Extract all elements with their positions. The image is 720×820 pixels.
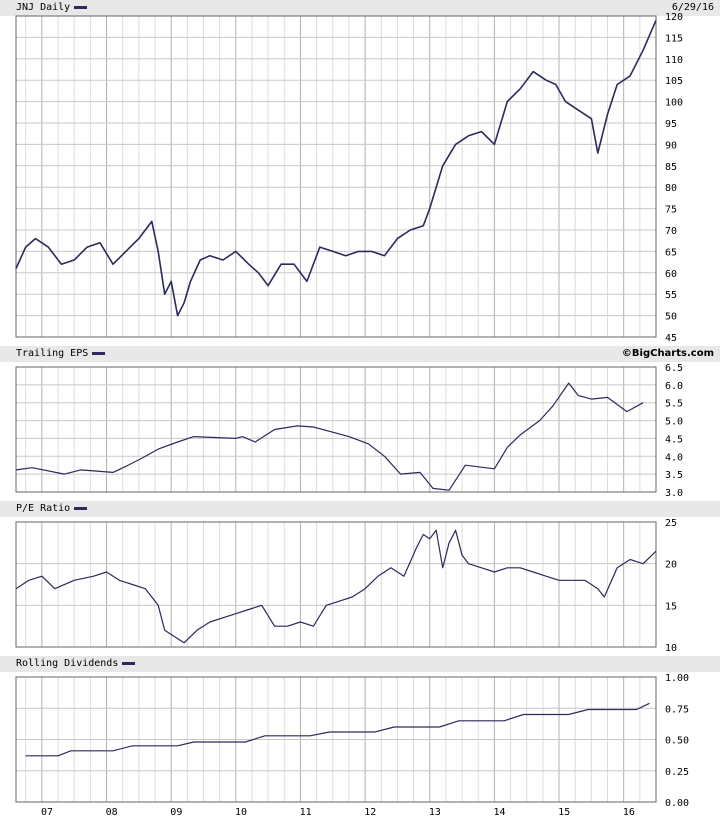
- pe-series-line: [15, 529, 657, 644]
- x-tick-label: 11: [300, 807, 312, 818]
- div-panel-header: Rolling Dividends: [0, 656, 720, 672]
- price-y-tick-label: 90: [665, 140, 677, 151]
- eps-y-tick-label: 6.0: [665, 381, 683, 392]
- eps-y-tick-label: 3.0: [665, 488, 683, 499]
- pe-panel-header: P/E Ratio: [0, 501, 720, 517]
- eps-panel-title: Trailing EPS: [16, 348, 106, 360]
- eps-y-tick-label: 5.5: [665, 399, 683, 410]
- price-panel-title: JNJ Daily: [16, 2, 88, 14]
- price-y-tick-label: 70: [665, 226, 677, 237]
- price-y-tick-label: 85: [665, 162, 677, 173]
- price-y-tick-label: 115: [665, 33, 683, 44]
- eps-series-line: [15, 382, 644, 491]
- pe-plot-frame: [15, 521, 657, 648]
- price-y-tick-label: 45: [665, 333, 677, 344]
- x-tick-label: 08: [106, 807, 118, 818]
- price-panel-header: JNJ Daily 6/29/16: [0, 0, 720, 16]
- div-y-tick-label: 1.00: [665, 673, 689, 684]
- pe-panel-title: P/E Ratio: [16, 503, 88, 515]
- div-plot-frame: [15, 676, 657, 803]
- eps-y-tick-label: 4.0: [665, 452, 683, 463]
- price-legend-swatch: [74, 5, 88, 9]
- x-tick-label: 09: [170, 807, 182, 818]
- price-y-tick-label: 105: [665, 76, 683, 87]
- x-tick-label: 13: [429, 807, 441, 818]
- div-y-tick-label: 0.00: [665, 798, 689, 809]
- eps-panel-header: Trailing EPS ©BigCharts.com: [0, 346, 720, 362]
- pe-y-tick-label: 10: [665, 643, 677, 654]
- price-y-tick-label: 110: [665, 55, 683, 66]
- price-date-label: 6/29/16: [671, 2, 714, 13]
- pe-y-tick-label: 15: [665, 601, 677, 612]
- div-legend-swatch: [122, 661, 136, 665]
- price-y-tick-label: 55: [665, 290, 677, 301]
- x-tick-label: 14: [494, 807, 506, 818]
- price-y-tick-label: 95: [665, 119, 677, 130]
- div-panel-title: Rolling Dividends: [16, 658, 136, 670]
- price-y-tick-label: 120: [665, 12, 683, 23]
- price-y-tick-label: 50: [665, 312, 677, 323]
- div-y-tick-label: 0.75: [665, 704, 689, 715]
- price-series-line: [15, 19, 657, 317]
- div-y-tick-label: 0.50: [665, 736, 689, 747]
- price-y-tick-label: 80: [665, 183, 677, 194]
- eps-y-tick-label: 4.5: [665, 434, 683, 445]
- eps-y-tick-label: 3.5: [665, 470, 683, 481]
- x-tick-label: 15: [558, 807, 570, 818]
- price-y-tick-label: 100: [665, 98, 683, 109]
- eps-y-tick-label: 6.5: [665, 363, 683, 374]
- eps-plot-frame: [15, 366, 657, 493]
- x-tick-label: 16: [623, 807, 635, 818]
- price-y-tick-label: 65: [665, 247, 677, 258]
- div-series-line: [25, 702, 650, 757]
- x-tick-label: 07: [41, 807, 53, 818]
- eps-legend-swatch: [92, 351, 106, 355]
- pe-legend-swatch: [74, 506, 88, 510]
- x-tick-label: 10: [235, 807, 247, 818]
- x-tick-label: 12: [364, 807, 376, 818]
- price-y-tick-label: 75: [665, 205, 677, 216]
- eps-y-tick-label: 5.0: [665, 417, 683, 428]
- bigcharts-brand: ©BigCharts.com: [621, 348, 714, 359]
- price-plot-frame: [15, 15, 657, 338]
- pe-y-tick-label: 25: [665, 518, 677, 529]
- div-y-tick-label: 0.25: [665, 767, 689, 778]
- pe-y-tick-label: 20: [665, 560, 677, 571]
- price-y-tick-label: 60: [665, 269, 677, 280]
